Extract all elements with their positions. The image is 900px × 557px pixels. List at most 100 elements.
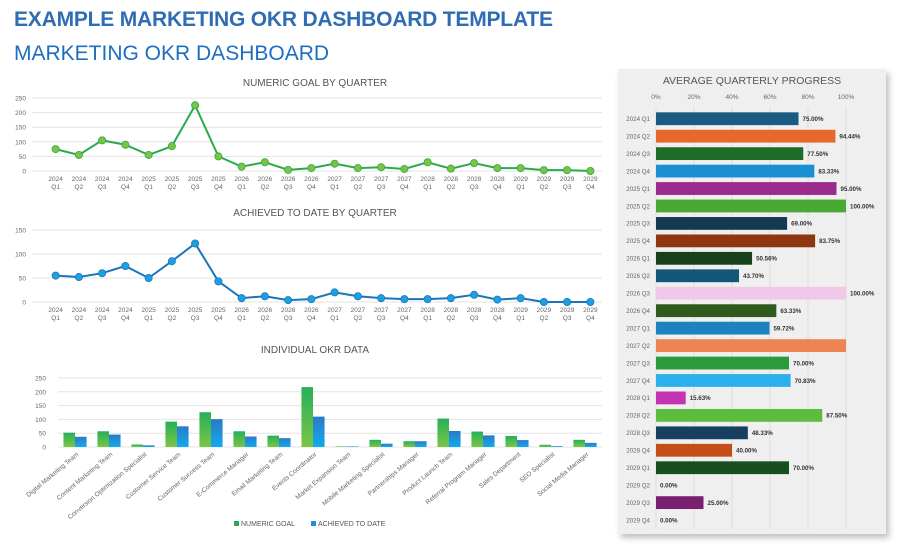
avg-progress-value-label: 50.56% bbox=[756, 256, 777, 263]
avg-progress-bar bbox=[656, 391, 686, 405]
achieved-xtick-quarter: Q1 bbox=[423, 315, 432, 322]
avg-progress-bar bbox=[656, 164, 815, 178]
goal-ytick-label: 0 bbox=[22, 169, 26, 176]
avg-category-label: 2025 Q4 bbox=[626, 238, 650, 245]
achieved-bar bbox=[449, 430, 461, 447]
achieved-xtick-year: 2029 bbox=[513, 307, 528, 314]
goal-xtick-year: 2027 bbox=[397, 176, 412, 183]
achieved-xtick-year: 2029 bbox=[583, 307, 598, 314]
avg-progress-bar bbox=[656, 199, 846, 213]
goal-xtick-quarter: Q4 bbox=[400, 184, 409, 191]
achieved-xtick-quarter: Q2 bbox=[354, 315, 363, 322]
goal-data-point bbox=[214, 152, 223, 161]
achieved-xtick-year: 2026 bbox=[304, 307, 319, 314]
goal-xtick-year: 2026 bbox=[258, 176, 273, 183]
achieved-data-point bbox=[260, 292, 269, 301]
achieved-xtick-quarter: Q4 bbox=[214, 315, 223, 322]
goal-xtick-year: 2025 bbox=[141, 176, 156, 183]
goal-data-point bbox=[98, 136, 107, 145]
achieved-xtick-year: 2027 bbox=[374, 307, 389, 314]
goal-data-point bbox=[237, 162, 246, 171]
achieved-xtick-year: 2028 bbox=[420, 307, 435, 314]
achieved-xtick-year: 2025 bbox=[211, 307, 226, 314]
achieved-data-point bbox=[167, 257, 176, 266]
achieved-chart: 0501001502024Q12024Q22024Q32024Q42025Q12… bbox=[15, 228, 602, 322]
achieved-xtick-quarter: Q3 bbox=[98, 315, 107, 322]
achieved-series-line bbox=[55, 241, 591, 303]
goal-xtick-quarter: Q1 bbox=[423, 184, 432, 191]
avg-progress-bar bbox=[656, 496, 704, 510]
goal-xtick-quarter: Q4 bbox=[121, 184, 130, 191]
avg-progress-bar bbox=[656, 234, 816, 248]
goal-bar bbox=[97, 431, 109, 447]
goal-series-line bbox=[55, 103, 591, 172]
goal-bar bbox=[233, 431, 245, 447]
goal-ytick-label: 50 bbox=[19, 154, 27, 161]
achieved-xtick-year: 2028 bbox=[444, 307, 459, 314]
goal-data-point bbox=[493, 164, 502, 173]
average-progress-panel: AVERAGE QUARTERLY PROGRESS 0% 20% 40% 60% 80… bbox=[618, 69, 886, 534]
goal-xtick-quarter: Q4 bbox=[214, 184, 223, 191]
goal-xtick-year: 2027 bbox=[327, 176, 342, 183]
achieved-data-point bbox=[214, 277, 223, 286]
goal-xtick-quarter: Q4 bbox=[493, 184, 502, 191]
avg-category-label: 2024 Q4 bbox=[626, 168, 650, 175]
avg-progress-bar bbox=[656, 251, 753, 265]
achieved-xtick-quarter: Q1 bbox=[237, 315, 246, 322]
achieved-data-point bbox=[98, 269, 107, 278]
numeric-goal-chart-title: NUMERIC GOAL BY QUARTER bbox=[242, 78, 388, 89]
avg-progress-value-label: 83.33% bbox=[818, 168, 839, 175]
goal-bar bbox=[335, 446, 347, 447]
goal-data-point bbox=[586, 167, 595, 176]
achieved-data-point bbox=[284, 296, 293, 305]
avg-progress-value-label: 94.44% bbox=[839, 133, 860, 140]
avg-category-label: 2028 Q3 bbox=[626, 430, 650, 437]
avg-progress-chart: 0% 20% 40% 60% 80% 100% 2024 Q1 75.00% 2024 Q2 94… bbox=[626, 94, 875, 529]
goal-xtick-year: 2024 bbox=[118, 176, 133, 183]
avg-category-label: 2026 Q2 bbox=[626, 273, 650, 280]
goal-xtick-quarter: Q4 bbox=[307, 184, 316, 191]
individual-ytick-label: 100 bbox=[35, 417, 46, 424]
avg-xtick-label: 0% bbox=[651, 94, 661, 101]
achieved-xtick-year: 2027 bbox=[397, 307, 412, 314]
goal-data-point bbox=[191, 101, 200, 110]
achieved-data-point bbox=[237, 294, 246, 303]
avg-category-label: 2028 Q2 bbox=[626, 413, 650, 420]
goal-data-point bbox=[446, 164, 455, 173]
avg-category-label: 2026 Q3 bbox=[626, 291, 650, 298]
achieved-xtick-year: 2027 bbox=[327, 307, 342, 314]
goal-xtick-quarter: Q1 bbox=[330, 184, 339, 191]
achieved-ytick-label: 150 bbox=[15, 228, 26, 235]
goal-xtick-quarter: Q3 bbox=[191, 184, 200, 191]
achieved-xtick-quarter: Q4 bbox=[586, 315, 595, 322]
achieved-bar bbox=[211, 419, 223, 447]
goal-xtick-quarter: Q3 bbox=[377, 184, 386, 191]
achieved-xtick-year: 2029 bbox=[537, 307, 552, 314]
goal-ytick-label: 150 bbox=[15, 125, 26, 132]
legend-achieved-label: ACHIEVED TO DATE bbox=[318, 521, 386, 528]
achieved-data-point bbox=[51, 271, 60, 280]
achieved-data-point bbox=[446, 294, 455, 303]
avg-progress-bar bbox=[656, 182, 837, 195]
goal-xtick-year: 2025 bbox=[165, 176, 180, 183]
goal-data-point bbox=[144, 150, 153, 159]
goal-bar bbox=[165, 421, 177, 447]
avg-progress-value-label: 95.00% bbox=[841, 186, 862, 193]
goal-bar bbox=[369, 439, 381, 447]
goal-ytick-label: 100 bbox=[15, 139, 26, 146]
goal-xtick-quarter: Q3 bbox=[98, 184, 107, 191]
goal-bar bbox=[573, 439, 585, 447]
goal-data-point bbox=[307, 164, 316, 173]
achieved-bar bbox=[517, 440, 529, 447]
avg-category-label: 2029 Q1 bbox=[626, 465, 650, 472]
avg-progress-bar bbox=[656, 426, 748, 440]
avg-progress-value-label: 40.00% bbox=[736, 448, 757, 455]
achieved-data-point bbox=[423, 295, 432, 304]
avg-progress-bar bbox=[656, 304, 777, 318]
avg-category-label: 2029 Q2 bbox=[626, 482, 650, 489]
avg-progress-value-label: 70.00% bbox=[793, 465, 814, 472]
avg-progress-bar bbox=[656, 356, 789, 370]
goal-data-point bbox=[121, 140, 130, 149]
goal-xtick-quarter: Q3 bbox=[284, 184, 293, 191]
